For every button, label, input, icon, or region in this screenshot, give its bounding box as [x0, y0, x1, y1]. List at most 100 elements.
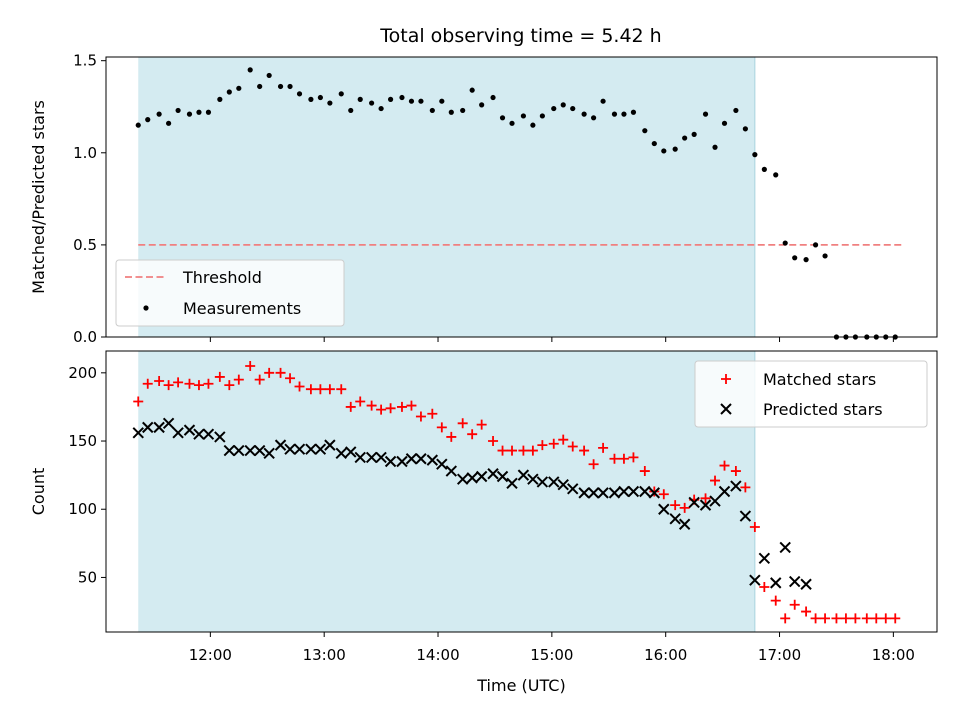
predicted-star-point: [274, 439, 287, 451]
bottom-panel: 50 100 150 200 12:00 13:00 14:00 15:00 16:00 17:…: [29, 350, 938, 695]
measurement-point: [348, 107, 354, 114]
predicted-star-point: [506, 477, 518, 490]
measurement-point: [287, 83, 293, 90]
measurement-point: [175, 107, 181, 114]
measurement-point: [369, 100, 375, 106]
matched-star-point: [719, 460, 730, 471]
matched-star-point: [831, 613, 842, 624]
measurement-point: [469, 87, 475, 93]
matched-star-point: [537, 440, 548, 451]
observing-span: [138, 351, 755, 632]
chart-title: Total observing time = 5.42 h: [379, 25, 661, 47]
measurement-point: [581, 111, 587, 117]
measurement-point: [761, 166, 767, 172]
measurement-point: [803, 257, 809, 263]
predicted-star-point: [718, 485, 731, 498]
measurement-point: [327, 100, 333, 106]
matched-star-point: [476, 419, 487, 430]
measurement-point: [479, 102, 485, 108]
matched-star-point: [658, 489, 669, 500]
measurement-point: [317, 94, 323, 101]
matched-star-point: [324, 384, 335, 395]
bottom-x-axis-label: Time (UTC): [476, 676, 565, 695]
measurement-point: [530, 122, 536, 128]
measurement-point: [661, 148, 667, 154]
matched-star-point: [801, 606, 812, 617]
predicted-star-point: [627, 485, 640, 498]
x-tick-label: 18:00: [872, 646, 915, 664]
predicted-star-point: [365, 451, 378, 464]
matched-star-point: [810, 613, 821, 624]
x-tick-label: 15:00: [530, 646, 573, 664]
measurement-point: [226, 89, 232, 95]
measurement-point: [611, 111, 618, 117]
legend-measurements-label: Measurements: [183, 299, 301, 318]
measurement-point: [387, 96, 394, 102]
predicted-star-point: [142, 421, 154, 434]
measurement-point: [196, 109, 202, 115]
x-tick-label: 17:00: [758, 646, 801, 664]
matched-star-point: [710, 475, 721, 486]
measurement-point: [296, 91, 303, 97]
matched-star-point: [336, 384, 347, 395]
predicted-star-point: [639, 485, 651, 498]
matched-star-point: [679, 502, 690, 513]
predicted-star-point: [658, 503, 670, 515]
matched-star-point: [749, 521, 760, 532]
matched-star-point: [254, 374, 265, 385]
predicted-star-point: [688, 496, 700, 509]
top-legend: Threshold Measurements: [115, 259, 345, 327]
measurement-point: [792, 255, 798, 261]
bottom-legend: Matched stars Predicted stars: [694, 360, 928, 428]
predicted-star-point: [284, 443, 296, 455]
matched-star-point: [850, 613, 861, 624]
matched-star-point: [396, 401, 407, 412]
measurement-point: [509, 120, 515, 126]
predicted-star-point: [587, 487, 600, 499]
y-tick-label: 150: [68, 432, 97, 450]
measurement-point: [247, 67, 253, 73]
predicted-star-point: [758, 552, 771, 565]
matched-star-point: [224, 380, 235, 391]
matched-star-point: [245, 361, 256, 372]
bottom-shaded-span: [138, 351, 756, 632]
measurement-point: [166, 120, 172, 126]
matched-star-point: [861, 613, 872, 624]
predicted-star-point: [730, 480, 742, 492]
legend-predicted-swatch: [720, 403, 732, 415]
predicted-star-point: [739, 510, 752, 522]
predicted-star-point: [487, 468, 499, 480]
y-tick-label: 0.0: [73, 328, 97, 346]
measurement-point: [812, 242, 819, 248]
matched-star-point: [193, 380, 204, 391]
measurement-point: [822, 253, 828, 259]
matched-star-point: [780, 613, 791, 624]
measurement-point: [418, 98, 424, 104]
measurement-point: [742, 126, 748, 132]
measurement-point: [236, 85, 242, 91]
bottom-plot-frame: [105, 350, 938, 633]
legend-frame: [115, 259, 345, 327]
measurement-point: [702, 111, 709, 117]
measurement-point: [590, 115, 597, 121]
measurement-point: [156, 111, 162, 117]
predicted-star-point: [608, 487, 621, 499]
measurement-point: [135, 122, 141, 128]
measurement-point: [551, 105, 557, 112]
measurement-point: [621, 111, 627, 117]
predicted-star-point: [233, 444, 245, 457]
matched-star-point: [264, 367, 275, 378]
bottom-x-ticks: 12:00 13:00 14:00 15:00 16:00 17:00 18:00: [189, 632, 915, 664]
predicted-star-point: [183, 424, 196, 436]
predicted-star-point: [699, 499, 712, 511]
measurement-point: [712, 144, 718, 150]
matched-star-point: [609, 453, 620, 464]
predicted-star-point: [779, 541, 791, 554]
measurement-point: [600, 98, 606, 104]
predicted-star-point: [172, 427, 184, 439]
matched-star-point: [436, 422, 447, 433]
matched-star-point: [285, 373, 296, 384]
matched-star-point: [385, 403, 396, 414]
top-y-axis-label: Matched/Predicted stars: [29, 100, 48, 294]
matched-star-point: [730, 466, 741, 477]
